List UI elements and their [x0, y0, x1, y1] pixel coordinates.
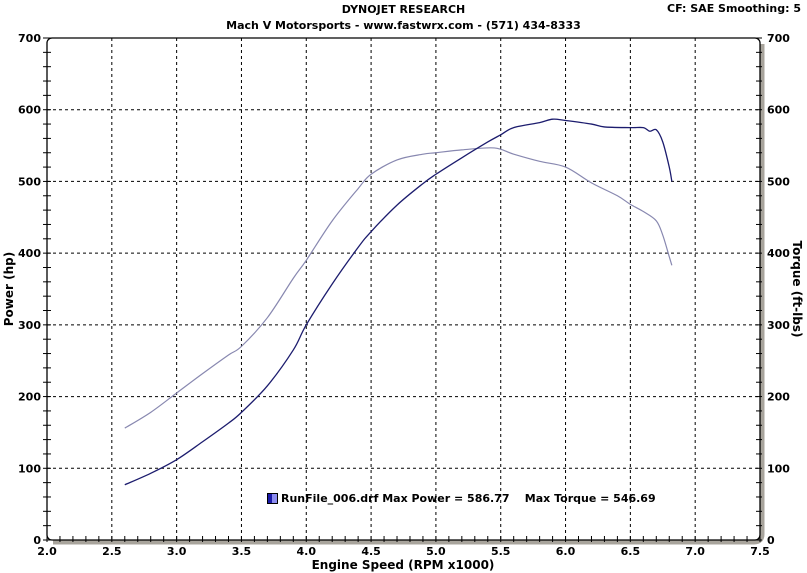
y-tick-label-right: 600: [767, 104, 790, 117]
y-tick-label-left: 200: [18, 391, 41, 404]
x-tick-label: 7.0: [685, 545, 705, 558]
y-tick-label-left: 600: [18, 104, 41, 117]
y-axis-left-label: Power (hp): [2, 252, 16, 326]
x-tick-label: 3.0: [167, 545, 187, 558]
y-tick-label-right: 0: [767, 534, 775, 547]
x-tick-label: 5.0: [426, 545, 446, 558]
y-tick-label-right: 200: [767, 391, 790, 404]
torque-curve: [124, 147, 673, 429]
x-tick-label: 4.0: [297, 545, 317, 558]
y-tick-label-right: 300: [767, 319, 790, 332]
y-tick-label-left: 400: [18, 247, 41, 260]
legend-swatch-icon: [267, 493, 278, 504]
plot-frame-shadow: [53, 44, 765, 545]
x-tick-label: 2.0: [37, 545, 57, 558]
x-tick-label: 2.5: [102, 545, 122, 558]
x-axis-label: Engine Speed (RPM x1000): [312, 558, 495, 572]
y-tick-label-right: 500: [767, 175, 790, 188]
y-tick-label-left: 100: [18, 462, 41, 475]
x-tick-label: 6.0: [556, 545, 576, 558]
power-curve: [124, 118, 673, 486]
tick-labels: 0 0 100 100 200 200 300 300 400 400 500 500 600 600 70…: [18, 32, 790, 558]
x-tick-label: 3.5: [232, 545, 252, 558]
legend: RunFile_006.drf Max Power = 586.77 Max T…: [267, 492, 656, 505]
x-tick-label: 5.5: [491, 545, 511, 558]
axis-ticks: [43, 37, 762, 542]
x-tick-label: 6.5: [621, 545, 641, 558]
x-tick-label: 4.5: [361, 545, 381, 558]
chart-subtitle: Mach V Motorsports - www.fastwrx.com - (…: [226, 19, 581, 32]
y-tick-label-right: 400: [767, 247, 790, 260]
grid-lines: [47, 38, 760, 540]
x-tick-label: 7.5: [750, 545, 770, 558]
y-tick-label-right: 700: [767, 32, 790, 45]
y-tick-label-left: 700: [18, 32, 41, 45]
y-tick-label-left: 0: [33, 534, 41, 547]
y-axis-right-label: Torque (ft-lbs): [790, 241, 804, 338]
y-tick-label-left: 500: [18, 175, 41, 188]
legend-text: RunFile_006.drf Max Power = 586.77 Max T…: [281, 492, 656, 505]
y-tick-label-right: 100: [767, 462, 790, 475]
y-tick-label-left: 300: [18, 319, 41, 332]
plot-frame: [46, 37, 761, 541]
chart-title: DYNOJET RESEARCH: [341, 3, 466, 16]
correction-info: CF: SAE Smoothing: 5: [667, 2, 801, 15]
